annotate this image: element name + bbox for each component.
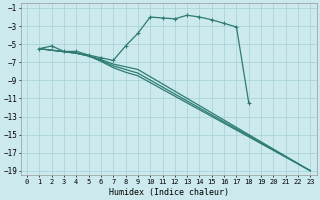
- X-axis label: Humidex (Indice chaleur): Humidex (Indice chaleur): [109, 188, 229, 197]
